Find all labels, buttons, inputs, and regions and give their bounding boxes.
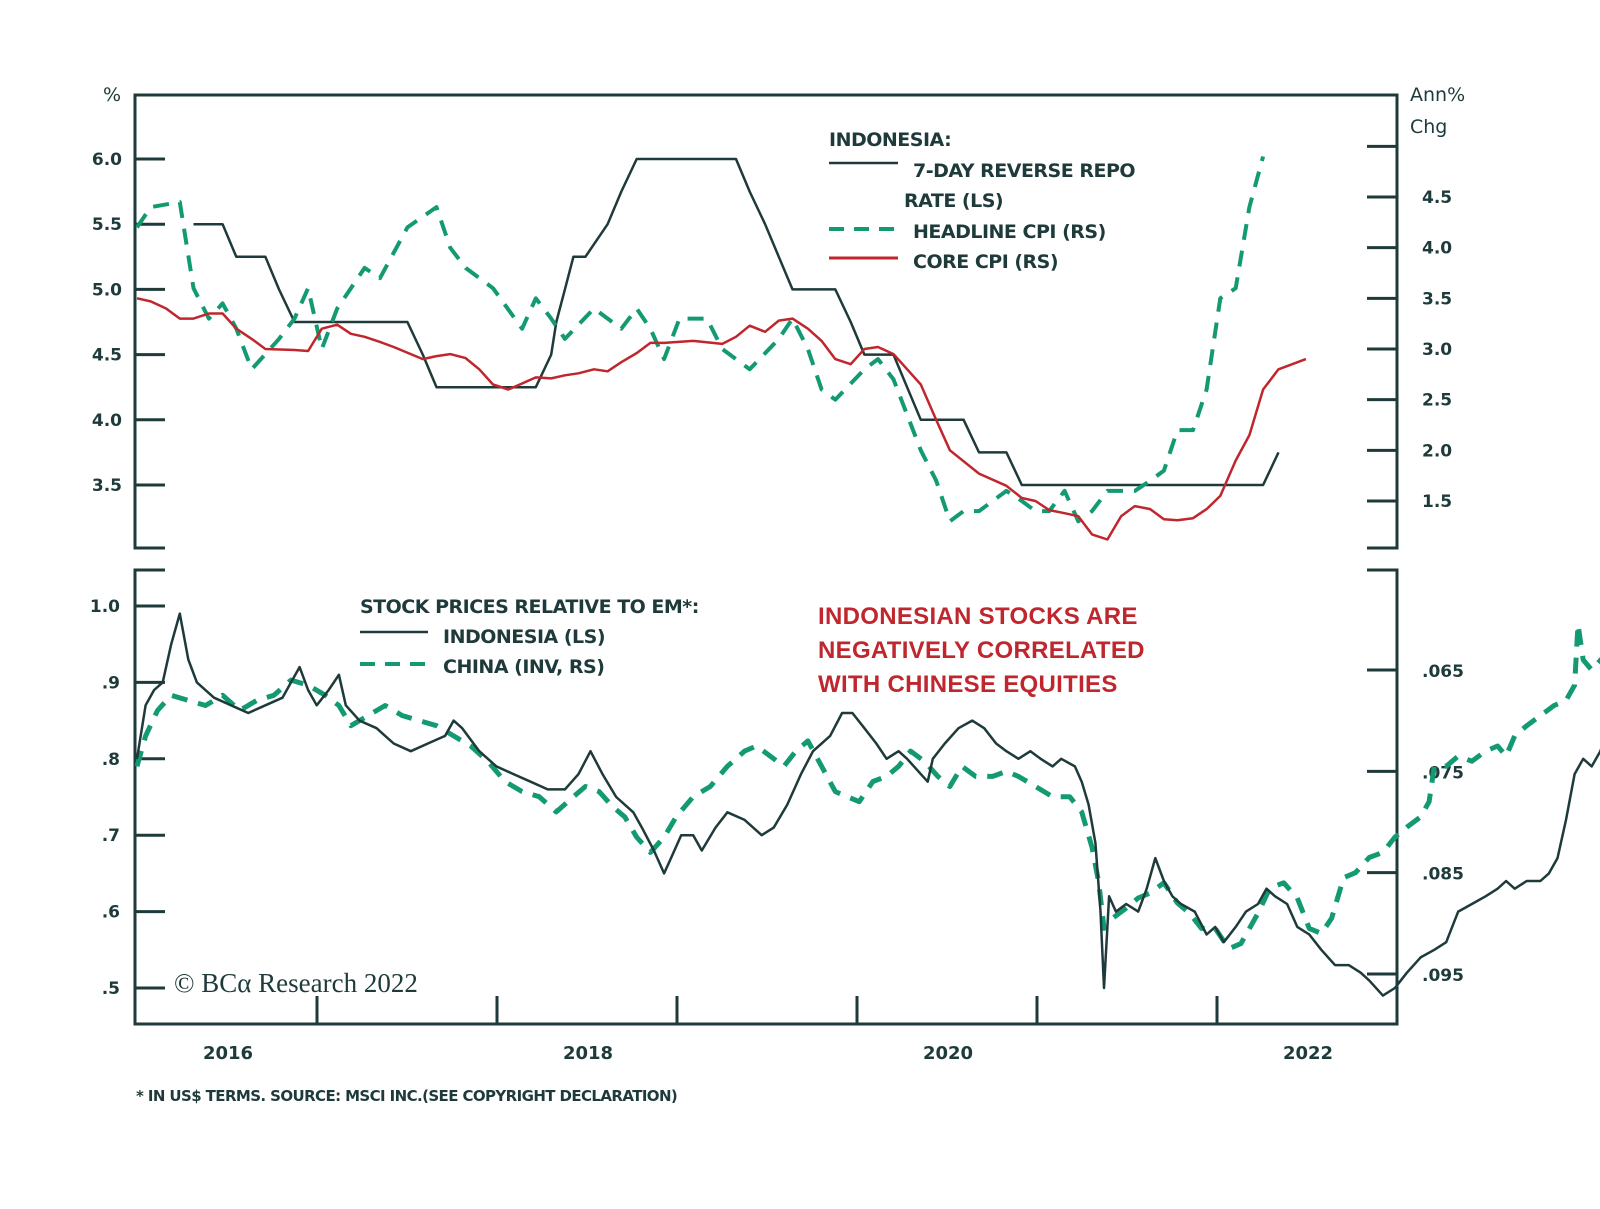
top-left-tick-label: 6.0 bbox=[92, 150, 122, 170]
x-axis-label: 2020 bbox=[923, 1043, 973, 1064]
top-right-tick-label: 2.5 bbox=[1422, 391, 1452, 411]
top-left-axis: 6.0 5.5 5.0 4.5 4.0 3.5 bbox=[92, 150, 165, 496]
top-left-tick-label: 5.0 bbox=[92, 280, 122, 300]
bottom-legend-title: STOCK PRICES RELATIVE TO EM*: bbox=[360, 596, 699, 618]
legend-label-core-cpi: CORE CPI (RS) bbox=[913, 251, 1058, 273]
top-legend-title: INDONESIA: bbox=[829, 129, 951, 151]
bottom-right-tick-label: .075 bbox=[1422, 763, 1464, 783]
bottom-right-tick-label: .085 bbox=[1422, 865, 1464, 885]
annotation-line-1: INDONESIAN STOCKS ARE bbox=[818, 603, 1138, 630]
legend-label-indonesia: INDONESIA (LS) bbox=[443, 626, 605, 648]
top-right-tick-label: 3.5 bbox=[1422, 289, 1452, 309]
bottom-right-tick-label: .095 bbox=[1422, 966, 1464, 986]
top-right-tick-label: 4.0 bbox=[1422, 239, 1452, 259]
top-right-tick-label: 1.5 bbox=[1422, 492, 1452, 512]
top-left-unit-label: % bbox=[103, 84, 121, 106]
footnote: * IN US$ TERMS. SOURCE: MSCI INC.(SEE CO… bbox=[136, 1087, 677, 1105]
top-left-tick-label: 4.5 bbox=[92, 346, 122, 366]
bottom-left-axis: 1.0 .9 .8 .7 .6 .5 bbox=[90, 597, 165, 999]
top-right-tick-label: 3.0 bbox=[1422, 340, 1452, 360]
bottom-legend: STOCK PRICES RELATIVE TO EM*: INDONESIA … bbox=[360, 596, 699, 678]
top-left-tick-label: 3.5 bbox=[92, 476, 122, 496]
bottom-left-tick-label: .5 bbox=[102, 979, 120, 999]
legend-label-headline-cpi: HEADLINE CPI (RS) bbox=[913, 221, 1106, 243]
legend-label-repo-line1: 7-DAY REVERSE REPO bbox=[913, 160, 1135, 182]
bottom-left-tick-label: 1.0 bbox=[90, 597, 120, 617]
x-axis-label: 2022 bbox=[1283, 1043, 1333, 1064]
copyright-watermark: © BCα Research 2022 bbox=[174, 968, 418, 998]
legend-label-china: CHINA (INV, RS) bbox=[443, 656, 604, 678]
x-axis-label: 2018 bbox=[563, 1043, 613, 1064]
series-line-repo-rate bbox=[193, 157, 1280, 487]
bottom-left-tick-label: .7 bbox=[102, 826, 120, 846]
legend-label-repo-line2: RATE (LS) bbox=[904, 190, 1003, 212]
annotation-line-3: WITH CHINESE EQUITIES bbox=[818, 671, 1118, 698]
series-line-core-cpi bbox=[136, 297, 1307, 541]
bottom-panel-frame bbox=[133, 568, 1399, 1026]
bottom-left-tick-label: .8 bbox=[102, 750, 120, 770]
bottom-left-tick-label: .6 bbox=[102, 903, 120, 923]
x-axis-label: 2016 bbox=[203, 1043, 253, 1064]
top-right-unit-label-line1: Ann% bbox=[1410, 84, 1465, 106]
top-right-tick-label: 2.0 bbox=[1422, 441, 1452, 461]
top-left-tick-label: 5.5 bbox=[92, 215, 122, 235]
bottom-panel: 1.0.9.8.7.6.5 .065.075.085.095 2016 2018 2… bbox=[90, 568, 1600, 1064]
x-axis: 2016 2018 2020 2022 bbox=[203, 996, 1333, 1064]
correlation-annotation: INDONESIAN STOCKS ARE NEGATIVELY CORRELA… bbox=[818, 603, 1145, 698]
series-line-indonesia-stocks bbox=[135, 612, 1600, 997]
top-left-tick-label: 4.0 bbox=[92, 411, 122, 431]
series-line-headline-cpi bbox=[135, 155, 1266, 524]
top-right-tick-label: 4.5 bbox=[1422, 188, 1452, 208]
top-right-axis: 4.5 4.0 3.5 3.0 2.5 2.0 1.5 bbox=[1367, 144, 1452, 512]
top-series-group bbox=[135, 155, 1307, 541]
top-panel: 6.0 5.5 5.0 4.5 4.0 3.5 4.5 4.0 3.5 3.0 2.5 2.0 1.5… bbox=[92, 84, 1465, 550]
bottom-series-group bbox=[134, 612, 1600, 997]
top-right-unit-label-line2: Chg bbox=[1410, 116, 1447, 138]
bottom-right-tick-label: .065 bbox=[1422, 662, 1464, 682]
bottom-left-tick-label: .9 bbox=[102, 673, 120, 693]
top-legend: INDONESIA: 7-DAY REVERSE REPO RATE (LS) … bbox=[829, 129, 1136, 273]
annotation-line-2: NEGATIVELY CORRELATED bbox=[818, 637, 1145, 664]
top-panel-frame bbox=[133, 93, 1399, 550]
